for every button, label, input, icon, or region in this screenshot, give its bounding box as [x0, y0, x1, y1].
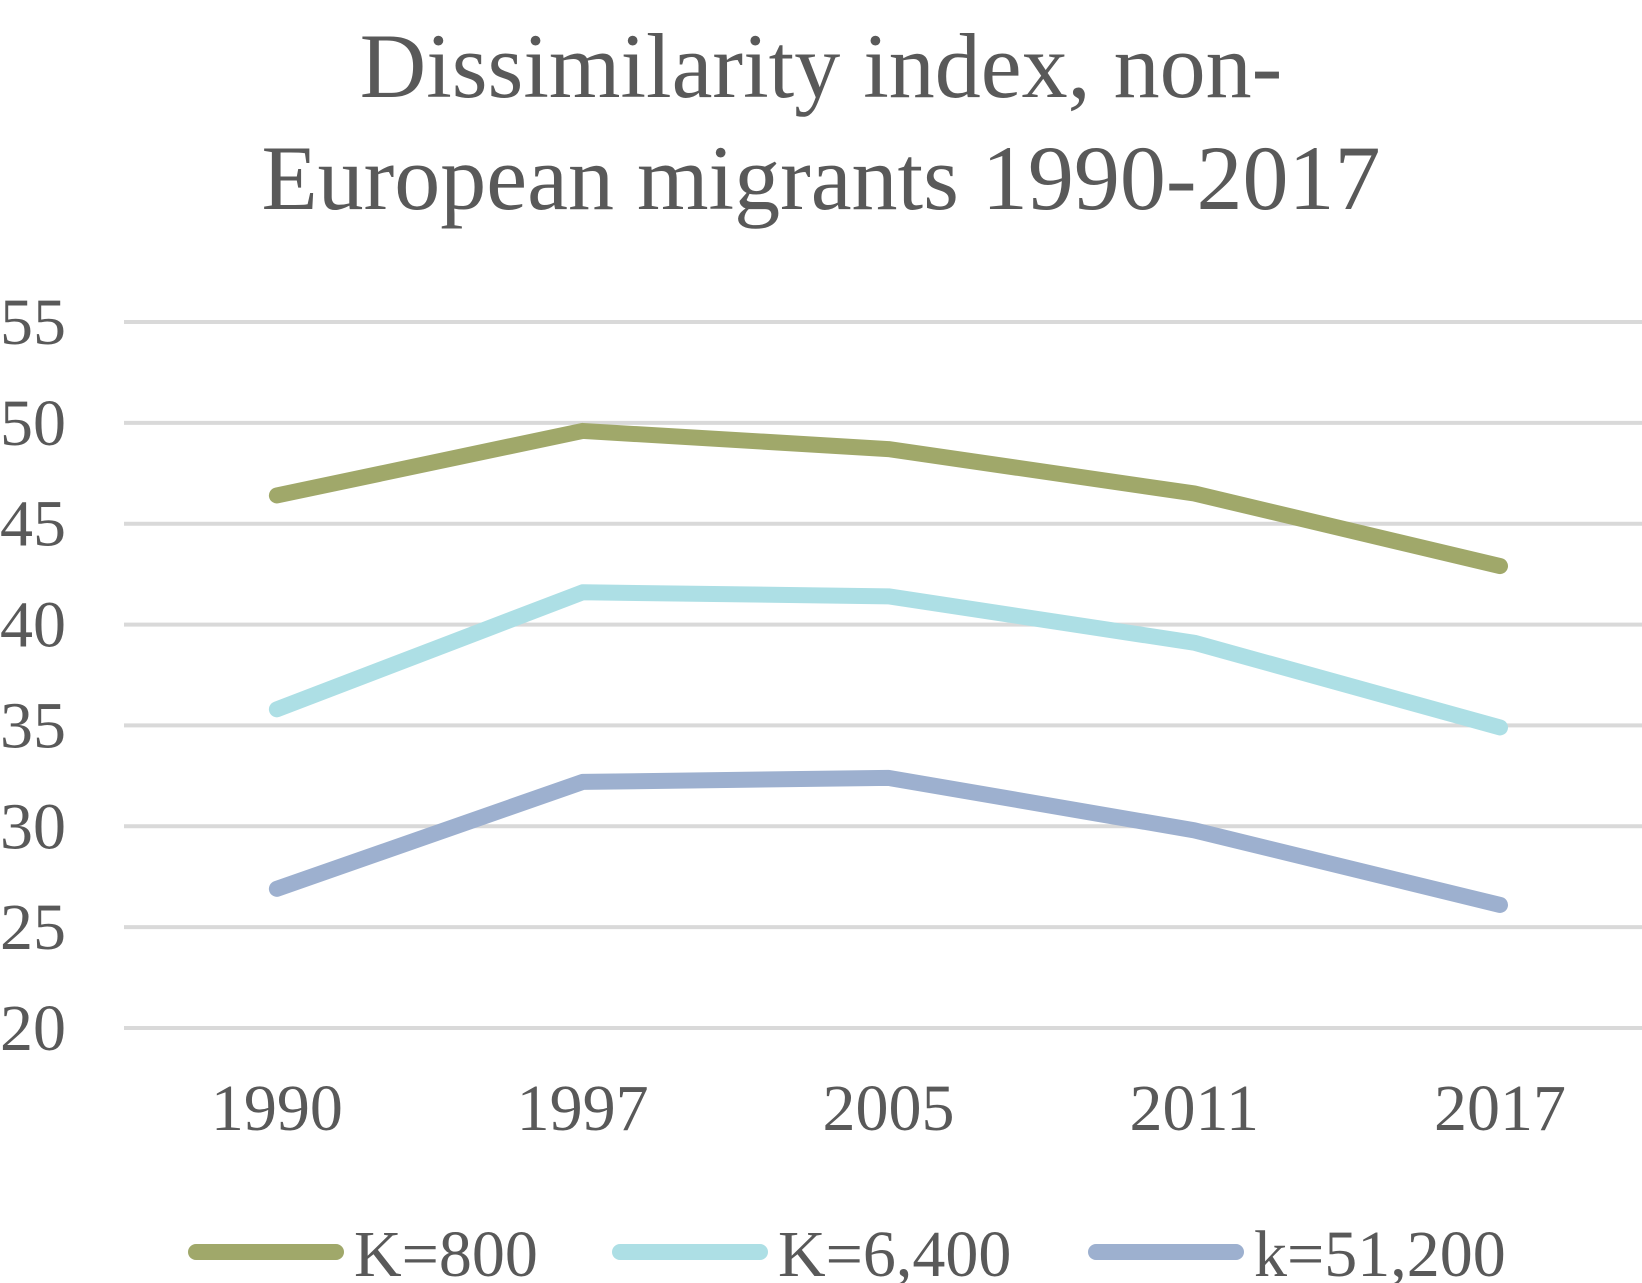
- y-tick-label-30: 30: [0, 790, 66, 863]
- y-axis-ticks: 20 25 30 35 40 45 50 55: [0, 286, 66, 1065]
- data-point-s3-2017: [1499, 903, 1501, 906]
- y-tick-label-35: 35: [0, 689, 66, 762]
- data-point-s2-1990: [275, 708, 278, 711]
- series-line-2: [268, 584, 1508, 736]
- data-point-s1-2005: [887, 448, 890, 451]
- y-tick-label-20: 20: [0, 992, 66, 1065]
- x-tick-label-2017: 2017: [1434, 1072, 1566, 1145]
- x-tick-label-2005: 2005: [822, 1072, 954, 1145]
- x-tick-label-1990: 1990: [211, 1072, 343, 1145]
- data-point-s2-1997: [581, 591, 584, 594]
- data-point-s2-2017: [1499, 726, 1501, 729]
- data-point-s3-1997: [581, 780, 584, 783]
- chart-title: Dissimilarity index, non- European migra…: [0, 10, 1642, 234]
- y-tick-label-45: 45: [0, 488, 66, 561]
- series-lines: [268, 422, 1508, 913]
- data-point-s1-2011: [1193, 492, 1196, 495]
- y-tick-label-25: 25: [0, 891, 66, 964]
- x-tick-label-2011: 2011: [1129, 1072, 1259, 1145]
- chart-title-line-2: European migrants 1990-2017: [261, 127, 1381, 229]
- legend: K=800 K=6,400 k=51,200: [188, 1218, 1506, 1283]
- x-axis-ticks: 1990 1997 2005 2011 2017: [211, 1072, 1566, 1145]
- data-point-s1-1990: [275, 494, 278, 497]
- data-point-s2-2011: [1193, 641, 1196, 644]
- data-point-s3-1990: [275, 887, 278, 890]
- x-tick-label-1997: 1997: [517, 1072, 649, 1145]
- data-point-s3-2005: [887, 776, 890, 779]
- series-line-1: [268, 422, 1508, 575]
- gridlines: [124, 320, 1642, 1030]
- legend-label-3: k=51,200: [1254, 1218, 1506, 1283]
- data-point-s3-2011: [1193, 829, 1196, 832]
- y-tick-label-55: 55: [0, 286, 66, 359]
- y-tick-label-50: 50: [0, 387, 66, 460]
- legend-label-2: K=6,400: [778, 1218, 1011, 1283]
- series-line-3: [268, 769, 1508, 913]
- data-point-s2-2005: [887, 595, 890, 598]
- data-point-s1-1997: [581, 429, 584, 432]
- data-point-s1-2017: [1499, 565, 1501, 568]
- chart-title-line-1: Dissimilarity index, non-: [359, 15, 1283, 117]
- y-tick-label-40: 40: [0, 589, 66, 662]
- legend-label-1: K=800: [354, 1218, 538, 1283]
